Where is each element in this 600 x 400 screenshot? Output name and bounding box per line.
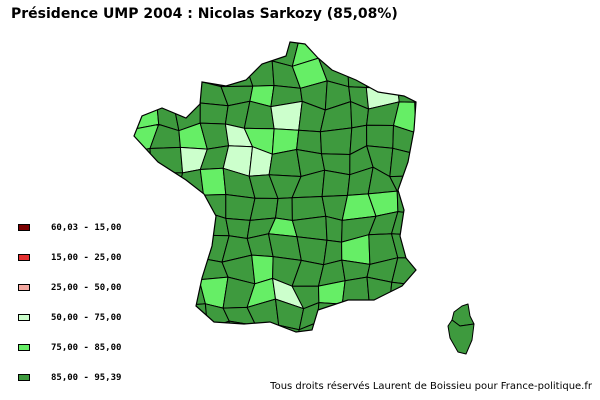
copyright-credit: Tous droits réservés Laurent de Boissieu…	[270, 381, 592, 392]
legend-label: 15,00 - 25,00	[51, 253, 122, 263]
department-region	[388, 281, 416, 309]
department-region	[366, 276, 393, 308]
department-region	[172, 80, 201, 104]
department-region	[319, 127, 353, 155]
legend-label: 85,00 - 95,39	[51, 373, 122, 383]
department-region	[199, 102, 229, 125]
legend-swatch	[18, 254, 30, 261]
page-title: Présidence UMP 2004 : Nicolas Sarkozy (8…	[11, 6, 398, 22]
legend-label: 60,03 - 15,00	[51, 223, 122, 233]
department-region	[414, 101, 416, 134]
department-region	[321, 169, 351, 197]
department-region	[249, 197, 279, 221]
department-region	[270, 100, 303, 131]
department-region	[268, 149, 302, 177]
department-group	[134, 42, 416, 332]
department-region	[414, 81, 416, 104]
department-region	[389, 147, 416, 178]
department-region	[228, 320, 257, 332]
legend-swatch	[18, 224, 30, 231]
department-region	[252, 324, 280, 332]
legend-swatch	[18, 284, 30, 291]
department-region	[347, 60, 373, 88]
department-region	[204, 320, 231, 332]
department-region	[397, 84, 416, 103]
department-region	[199, 167, 227, 196]
department-region	[134, 148, 152, 175]
department-region	[275, 197, 293, 221]
department-region	[244, 42, 275, 65]
department-region	[325, 215, 343, 243]
legend-swatch	[18, 314, 30, 321]
department-region	[150, 172, 184, 195]
department-region	[365, 59, 399, 89]
department-region	[149, 146, 184, 174]
department-region	[341, 276, 371, 308]
legend-swatch	[18, 344, 30, 351]
legend-label: 50,00 - 75,00	[51, 313, 122, 323]
mainland-border	[133, 41, 417, 333]
department-region	[366, 124, 394, 149]
department-region	[278, 324, 300, 332]
department-region	[180, 303, 209, 330]
department-corsica-south	[447, 319, 475, 355]
legend-label: 25,00 - 50,00	[51, 283, 122, 293]
legend-swatch	[18, 374, 30, 381]
legend-label: 75,00 - 85,00	[51, 343, 122, 353]
